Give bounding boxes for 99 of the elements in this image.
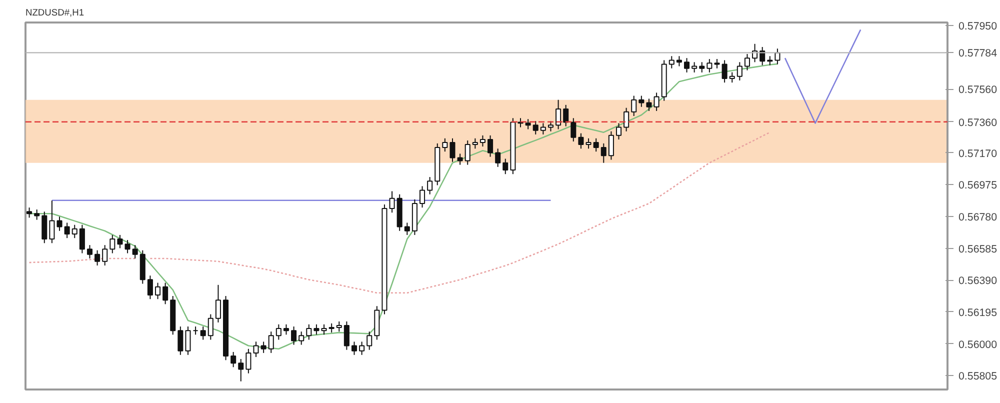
candlestick — [147, 275, 153, 300]
candlestick — [419, 186, 426, 208]
candlestick — [185, 326, 191, 356]
candlestick — [56, 216, 62, 232]
candlestick — [427, 176, 433, 195]
candlestick — [253, 341, 259, 358]
candlestick — [132, 244, 138, 259]
candlestick — [744, 53, 750, 71]
candlestick — [200, 326, 206, 340]
y-tick-label: 0.57560 — [958, 84, 998, 96]
candlestick — [638, 95, 644, 108]
candlestick — [616, 122, 622, 140]
candlestick — [540, 122, 546, 135]
candlestick — [600, 142, 606, 164]
candlestick — [593, 138, 599, 152]
candlestick — [736, 62, 742, 81]
y-tick-label: 0.56000 — [958, 338, 998, 351]
candlestick — [450, 138, 456, 162]
candlestick — [714, 58, 720, 69]
candlestick — [260, 341, 266, 354]
candlestick — [525, 118, 531, 130]
candlestick — [722, 60, 728, 84]
candlestick — [314, 324, 320, 336]
candlestick — [117, 234, 123, 249]
candlestick — [42, 211, 48, 244]
candlestick — [178, 326, 184, 356]
candlestick — [472, 138, 478, 150]
candlestick — [676, 56, 682, 67]
candlestick — [729, 72, 735, 84]
candlestick — [556, 99, 562, 130]
candlestick — [283, 324, 289, 336]
candlestick — [86, 244, 93, 259]
ref-line-label: 0.57360 — [958, 116, 998, 129]
candlestick — [366, 331, 372, 350]
y-tick-label: 0.56195 — [958, 306, 998, 319]
candlestick — [291, 326, 297, 346]
candlestick — [586, 138, 592, 150]
candlestick — [359, 341, 365, 356]
candlestick — [692, 62, 698, 73]
candlestick — [26, 207, 32, 218]
candlestick — [502, 158, 508, 175]
candlestick — [321, 324, 327, 336]
candlestick — [631, 95, 637, 117]
candlestick — [79, 224, 85, 254]
chart-title: NZDUSD#,H1 — [26, 8, 84, 18]
candlestick — [102, 244, 108, 266]
y-tick-label: 0.56390 — [958, 275, 998, 288]
candlestick — [215, 284, 221, 323]
candlestick — [563, 104, 569, 127]
candlestick — [578, 132, 584, 150]
candlestick — [268, 331, 274, 354]
y-tick-label: 0.56585 — [958, 243, 998, 256]
y-tick-label: 0.57170 — [958, 148, 998, 160]
candlestick — [699, 62, 705, 73]
candlestick — [94, 250, 100, 266]
candlestick — [328, 322, 334, 334]
candlestick — [488, 134, 494, 158]
candlestick — [767, 56, 773, 66]
candlestick — [34, 209, 40, 220]
candlestick — [480, 134, 486, 148]
candlestick — [457, 153, 463, 166]
line-series — [784, 29, 862, 124]
candlestick — [110, 234, 116, 254]
candlestick — [276, 324, 282, 340]
candlestick — [464, 140, 470, 166]
candlestick — [646, 98, 652, 112]
candlestick — [684, 58, 690, 73]
candlestick — [298, 331, 304, 346]
y-tick-label: 0.57950 — [958, 20, 998, 33]
candlestick — [351, 341, 358, 356]
candlestick — [124, 240, 130, 254]
candlestick — [624, 107, 630, 132]
candlestick — [404, 222, 410, 236]
candlestick — [495, 148, 501, 168]
candlestick — [162, 282, 168, 305]
candlestick — [344, 320, 350, 350]
candlestick — [246, 348, 252, 374]
candlestick — [668, 56, 674, 69]
candlestick — [72, 224, 78, 239]
y-tick-label: 0.56780 — [958, 212, 998, 224]
candlestick — [230, 351, 236, 368]
candlestick — [706, 58, 712, 73]
candlestick — [154, 282, 161, 300]
y-tick-label: 0.55805 — [958, 370, 998, 383]
candlestick — [570, 118, 576, 142]
candlestick — [442, 138, 448, 152]
candlestick — [608, 130, 614, 160]
candlestick — [389, 190, 395, 214]
candlestick — [208, 314, 214, 340]
candlestick — [64, 222, 70, 239]
candlestick — [49, 200, 55, 244]
candlestick — [306, 324, 312, 340]
candlestick — [336, 320, 342, 332]
ref-line-label: 0.57784 — [958, 48, 998, 60]
candlestick — [654, 92, 660, 112]
y-tick-label: 0.56975 — [958, 180, 998, 192]
candlestick — [532, 120, 538, 135]
candlestick — [548, 120, 554, 132]
candlestick — [238, 358, 244, 382]
